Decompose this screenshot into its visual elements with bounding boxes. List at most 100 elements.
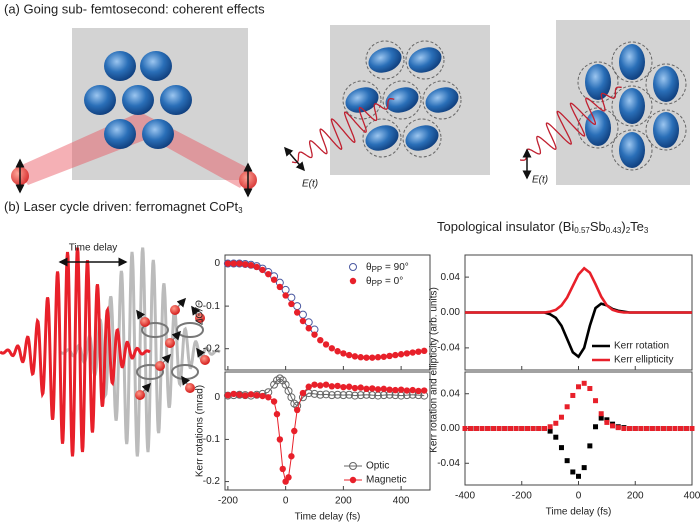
data-point bbox=[317, 382, 324, 389]
spin-sphere bbox=[653, 66, 679, 102]
text-part: (b) Laser cycle driven: ferromagnet CoPt bbox=[4, 199, 238, 214]
y-axis-label: Kerr rotations (mrad) bbox=[195, 385, 206, 477]
data-point bbox=[392, 351, 399, 359]
data-point bbox=[270, 380, 279, 389]
dashed-orbit bbox=[611, 85, 653, 127]
panel-c-title: Topological insulator (Bi0.57Sb0.43)2Te3 bbox=[437, 219, 649, 235]
data-point bbox=[403, 350, 411, 357]
atom bbox=[140, 317, 150, 327]
data-point bbox=[316, 390, 325, 399]
data-point bbox=[638, 426, 644, 431]
data-point bbox=[288, 453, 295, 460]
data-point bbox=[374, 386, 382, 393]
legend-label: Magnetic bbox=[366, 475, 407, 486]
dashed-orbit bbox=[382, 80, 422, 120]
atom bbox=[195, 313, 205, 323]
y-tick-label: -0.04 bbox=[437, 458, 460, 469]
dashed-orbit bbox=[577, 107, 619, 149]
y-tick-label: 0.00 bbox=[441, 423, 461, 434]
data-point bbox=[598, 411, 604, 417]
x-axis-label: Time delay (fs) bbox=[546, 507, 612, 518]
data-point bbox=[496, 426, 502, 431]
data-point bbox=[328, 345, 336, 352]
data-point bbox=[340, 383, 347, 391]
data-point bbox=[345, 351, 353, 359]
spin-sphere bbox=[619, 132, 645, 168]
data-point bbox=[311, 381, 318, 388]
data-point bbox=[322, 381, 330, 388]
data-point bbox=[247, 391, 255, 398]
text-part: θ bbox=[366, 262, 372, 273]
dashed-orbit bbox=[362, 118, 402, 158]
data-point bbox=[276, 436, 284, 443]
text-part: Topological insulator (Bi bbox=[437, 219, 574, 234]
dashed-orbit bbox=[577, 61, 619, 103]
legend-marker bbox=[349, 263, 357, 271]
spin-sphere bbox=[365, 125, 399, 151]
legend-label: θPP = 90° bbox=[366, 262, 409, 274]
text-part: PP bbox=[372, 279, 383, 288]
x-axis-label: Time delay (fs) bbox=[295, 512, 361, 523]
y-tick-label: -0.04 bbox=[437, 343, 460, 354]
data-point bbox=[345, 390, 354, 399]
dashed-orbit bbox=[645, 109, 687, 151]
data-point bbox=[356, 391, 365, 400]
data-point bbox=[368, 391, 377, 400]
data-point bbox=[236, 260, 243, 267]
data-point bbox=[334, 382, 341, 390]
data-point bbox=[570, 469, 576, 475]
spin-sphere bbox=[160, 85, 192, 115]
spin-sphere bbox=[84, 85, 116, 115]
data-point bbox=[369, 354, 376, 361]
text-part: 0.43 bbox=[606, 226, 622, 235]
data-point bbox=[380, 353, 388, 360]
data-point bbox=[558, 414, 564, 420]
legend-marker bbox=[349, 476, 357, 484]
panel-a-title: (a) Going sub- femtosecond: coherent eff… bbox=[4, 1, 265, 16]
data-point bbox=[553, 420, 559, 426]
data-point bbox=[576, 384, 581, 390]
data-point bbox=[242, 392, 249, 399]
y-tick-label: -0.2 bbox=[203, 343, 221, 354]
y-tick-label: 0 bbox=[214, 258, 220, 269]
data-point bbox=[281, 380, 290, 389]
data-point bbox=[351, 353, 359, 360]
data-point bbox=[593, 398, 599, 404]
text-part: 2 bbox=[626, 226, 631, 235]
text-part: 3 bbox=[644, 226, 649, 235]
data-point bbox=[288, 300, 295, 308]
data-point bbox=[530, 426, 536, 431]
data-point bbox=[253, 263, 260, 271]
data-point bbox=[299, 389, 307, 397]
data-point bbox=[507, 426, 513, 431]
data-point bbox=[421, 387, 428, 394]
data-point bbox=[689, 426, 695, 431]
data-point bbox=[276, 283, 284, 291]
x-tick-label: 400 bbox=[684, 491, 700, 502]
data-point bbox=[293, 309, 301, 316]
data-point bbox=[649, 426, 655, 431]
data-point bbox=[485, 426, 491, 431]
data-point bbox=[333, 390, 342, 399]
data-point bbox=[392, 386, 399, 394]
field-label: E(t) bbox=[302, 179, 318, 190]
atom bbox=[185, 383, 195, 393]
data-point bbox=[322, 341, 330, 348]
y-tick-label: 0.04 bbox=[441, 388, 461, 399]
data-point bbox=[345, 383, 353, 390]
data-point bbox=[678, 426, 684, 431]
data-point bbox=[547, 424, 553, 430]
data-point bbox=[265, 394, 272, 401]
data-point bbox=[570, 392, 576, 398]
data-point bbox=[253, 391, 260, 399]
data-point bbox=[421, 347, 428, 355]
plot-frame bbox=[224, 254, 431, 371]
data-point bbox=[305, 325, 312, 332]
data-point bbox=[224, 391, 232, 399]
legend-label: θPP = 0° bbox=[366, 276, 403, 288]
spin-sphere bbox=[345, 87, 379, 113]
data-point bbox=[265, 270, 272, 278]
dashed-orbit bbox=[611, 129, 653, 171]
spin-sphere bbox=[142, 119, 174, 149]
pulse-diagram bbox=[0, 247, 221, 457]
